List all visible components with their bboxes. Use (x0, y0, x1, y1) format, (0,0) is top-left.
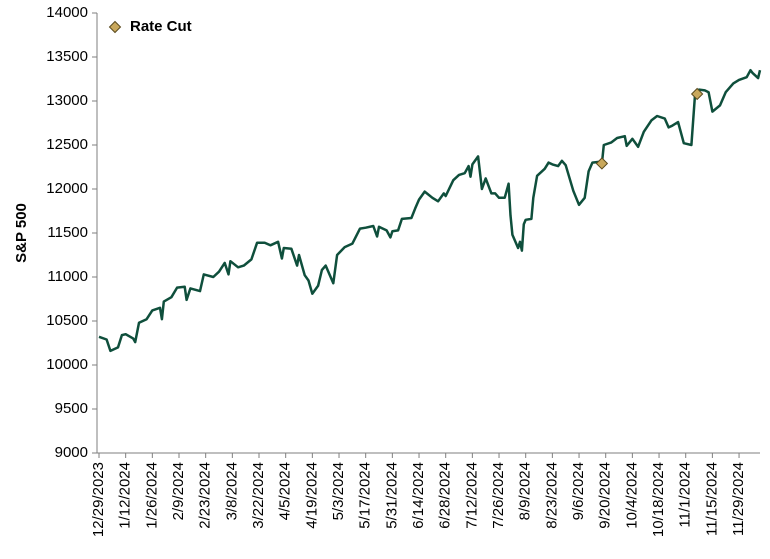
x-tick-label: 12/29/2023 (90, 462, 107, 537)
y-tick-label: 11500 (47, 224, 88, 241)
x-tick-label: 1/26/2024 (143, 462, 160, 529)
x-tick-label: 9/6/2024 (570, 462, 587, 520)
y-tick-label: 12500 (46, 136, 88, 153)
rate-cut-marker (690, 87, 704, 101)
y-tick-label: 12000 (46, 180, 88, 197)
x-tick-label: 8/23/2024 (543, 462, 560, 529)
y-tick-label: 13000 (46, 92, 88, 109)
x-tick-label: 11/1/2024 (677, 462, 694, 528)
x-tick-label: 2/23/2024 (197, 462, 214, 529)
y-tick-label: 10000 (46, 356, 88, 373)
x-tick-label: 3/22/2024 (250, 462, 267, 529)
y-tick-label: 9500 (55, 400, 88, 417)
price-line (98, 68, 762, 353)
x-tick-label: 1/12/2024 (117, 462, 134, 529)
x-tick-label: 3/8/2024 (223, 462, 240, 520)
x-tick-label: 10/4/2024 (623, 462, 640, 529)
x-tick-label: 11/15/2024 (703, 462, 720, 536)
legend-marker (108, 20, 122, 34)
legend-label: Rate Cut (130, 18, 192, 35)
x-tick-label: 5/31/2024 (383, 462, 400, 529)
y-tick-label: 14000 (46, 4, 88, 21)
y-tick-label: 9000 (55, 444, 88, 461)
x-tick-label: 2/9/2024 (170, 462, 187, 520)
y-tick-label: 11000 (47, 268, 88, 285)
x-tick-label: 7/26/2024 (490, 462, 507, 529)
x-tick-label: 4/5/2024 (277, 462, 294, 520)
rate-cut-marker (595, 157, 609, 170)
y-tick-label: 13500 (46, 48, 88, 65)
y-axis-label: S&P 500 (13, 203, 30, 263)
x-tick-label: 11/29/2024 (730, 462, 747, 536)
x-tick-label: 9/20/2024 (597, 462, 614, 529)
x-tick-label: 4/19/2024 (303, 462, 320, 529)
x-tick-label: 6/28/2024 (437, 462, 454, 529)
x-tick-label: 10/18/2024 (650, 462, 667, 537)
x-tick-label: 8/9/2024 (517, 462, 534, 520)
x-tick-label: 6/14/2024 (410, 462, 427, 529)
y-tick-label: 10500 (46, 312, 88, 329)
x-tick-label: 5/3/2024 (330, 462, 347, 520)
x-tick-label: 7/12/2024 (463, 462, 480, 529)
x-tick-label: 5/17/2024 (357, 462, 374, 529)
